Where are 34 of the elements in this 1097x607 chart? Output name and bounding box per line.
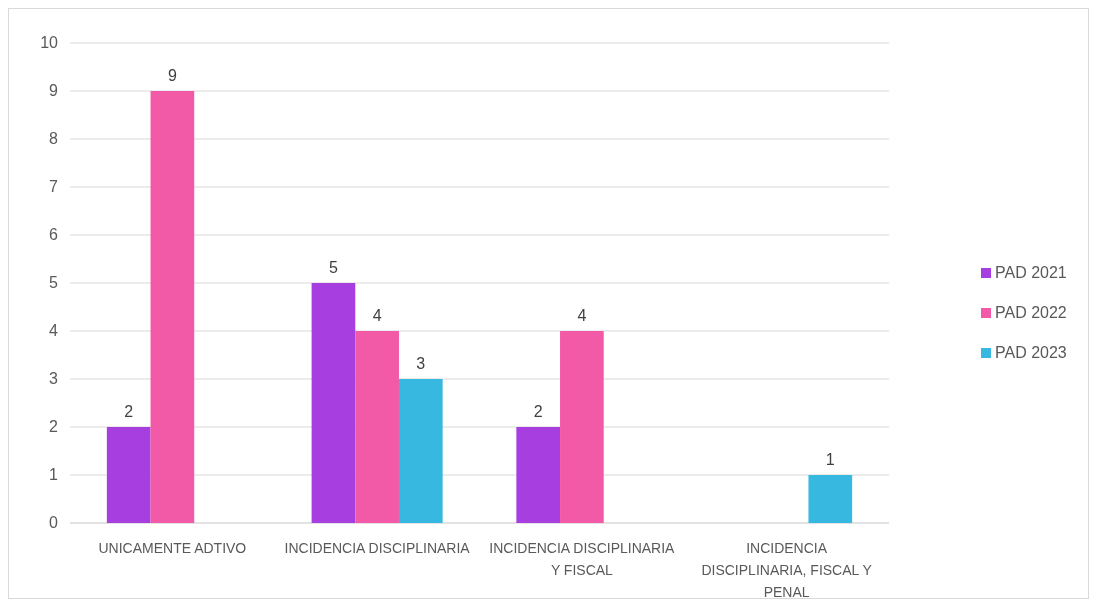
bar	[355, 331, 399, 523]
legend-label: PAD 2022	[995, 304, 1067, 321]
y-tick-label: 1	[49, 466, 59, 483]
y-tick-label: 8	[49, 130, 59, 147]
data-label: 1	[825, 451, 835, 468]
y-tick-label: 3	[49, 370, 59, 387]
data-label: 3	[416, 355, 426, 372]
bar	[311, 283, 356, 523]
y-tick-label: 4	[49, 322, 59, 339]
y-tick-label: 10	[40, 34, 59, 51]
legend-label: PAD 2021	[995, 264, 1067, 281]
data-label: 4	[577, 307, 587, 324]
bar	[516, 427, 561, 523]
x-tick-label: INCIDENCIA DISCIPLINARIA, FISCAL Y PENAL	[701, 540, 873, 600]
y-tick-label: 6	[49, 226, 59, 243]
y-tick-label: 2	[49, 418, 59, 435]
y-tick-label: 5	[49, 274, 59, 291]
data-label: 2	[124, 403, 134, 420]
x-tick-label: UNICAMENTE ADTIVO	[98, 540, 247, 556]
bar	[398, 379, 443, 523]
data-label: 2	[533, 403, 543, 420]
bar	[808, 475, 853, 523]
y-tick-label: 9	[49, 82, 59, 99]
y-tick-label: 7	[49, 178, 59, 195]
data-label: 9	[167, 67, 177, 84]
x-tick-label: INCIDENCIA DISCIPLINARIA	[284, 540, 471, 556]
data-label: 4	[372, 307, 382, 324]
bar	[150, 91, 195, 523]
x-tick-label: INCIDENCIA DISCIPLINARIA Y FISCAL	[489, 540, 676, 578]
legend-label: PAD 2023	[995, 344, 1067, 361]
y-tick-label: 0	[49, 514, 59, 531]
bar	[106, 427, 151, 523]
bar	[560, 331, 604, 523]
data-label: 5	[328, 259, 338, 276]
